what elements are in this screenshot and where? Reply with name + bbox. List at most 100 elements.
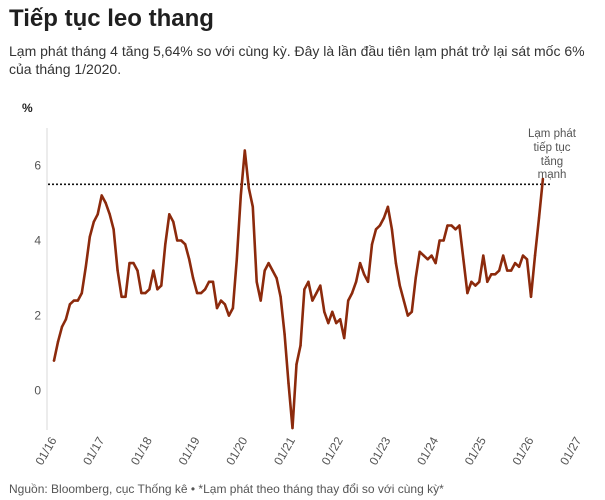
annotation-text: Lạm phát tiếp tục tăng mạnh [528,128,576,182]
data-point [454,228,457,231]
data-point [414,276,417,280]
x-tick-label: 01/22 [319,434,346,467]
data-point [152,269,155,272]
data-point [291,426,294,430]
data-point [104,201,107,205]
data-point [450,224,453,227]
data-point [418,250,421,253]
data-point [255,280,258,283]
data-point [339,318,342,321]
series-group [52,149,545,430]
data-point [259,299,262,302]
data-point [458,224,461,227]
data-point [295,363,298,366]
data-point [406,314,409,317]
data-point [239,194,242,197]
data-point [251,205,254,208]
y-tick-label: 4 [34,234,41,248]
data-point [347,299,350,302]
data-point [398,284,401,287]
data-point [498,269,501,272]
data-point [52,359,56,362]
y-tick-label: 6 [34,159,41,173]
data-point [426,258,429,261]
data-point [394,261,398,265]
data-point [100,194,103,197]
data-point [88,235,92,238]
data-point [382,216,386,220]
data-point [211,280,215,283]
data-point [207,280,211,283]
x-tick-label: 01/20 [223,434,250,467]
data-point [243,149,246,152]
data-point [494,273,497,276]
data-point [362,273,366,276]
data-point [470,280,473,283]
data-point [287,381,290,385]
data-point [482,254,485,257]
data-point [307,280,310,283]
data-point [72,299,76,302]
x-tick-label: 01/26 [509,434,536,467]
data-point [331,310,334,313]
data-point [513,261,517,265]
data-point [140,291,143,295]
x-tick-label: 01/18 [128,434,155,467]
data-point [219,299,223,302]
data-point [462,258,465,261]
data-point [136,269,139,272]
data-point [231,306,235,310]
x-tick-label: 01/16 [32,434,59,467]
data-point [160,284,163,287]
data-point [422,254,425,257]
data-point [275,276,278,280]
data-point [271,269,274,272]
x-tick-label: 01/23 [366,434,393,467]
y-axis-label: % [22,101,33,115]
data-point [195,291,199,295]
data-point [466,291,469,295]
data-point [124,295,127,298]
data-point [64,318,68,321]
data-point [68,303,72,306]
data-point [438,239,441,242]
data-point [267,261,270,265]
data-point [446,224,449,227]
data-point [537,216,541,220]
data-point [303,288,306,291]
source-note: Nguồn: Bloomberg, cục Thống kê • *Lạm ph… [9,482,444,496]
data-point [478,280,481,283]
data-point [486,280,489,283]
data-point [172,220,175,223]
data-point [374,228,378,231]
data-point [247,186,250,190]
chart-title: Tiếp tục leo thang [9,5,214,32]
data-point [223,303,227,306]
x-tick-label: 01/24 [414,434,441,467]
data-point [215,306,219,310]
data-point [343,336,346,340]
data-point [128,261,131,265]
data-point [442,239,445,242]
data-point [180,239,183,242]
x-tick-label: 01/27 [557,434,584,467]
data-point [311,299,314,302]
data-point [156,288,159,291]
data-point [378,224,382,227]
data-point [199,291,203,295]
data-point [323,310,326,313]
data-point [176,239,179,242]
data-point [132,261,135,265]
data-point [80,291,84,295]
series-line [52,149,545,430]
data-point [509,269,513,272]
data-point [335,321,338,325]
data-point [506,269,509,272]
data-point [184,243,187,246]
data-point [410,310,413,313]
data-point [188,258,191,261]
data-point [354,280,358,283]
data-point [279,295,282,298]
data-point [390,228,394,231]
data-point [502,254,505,257]
